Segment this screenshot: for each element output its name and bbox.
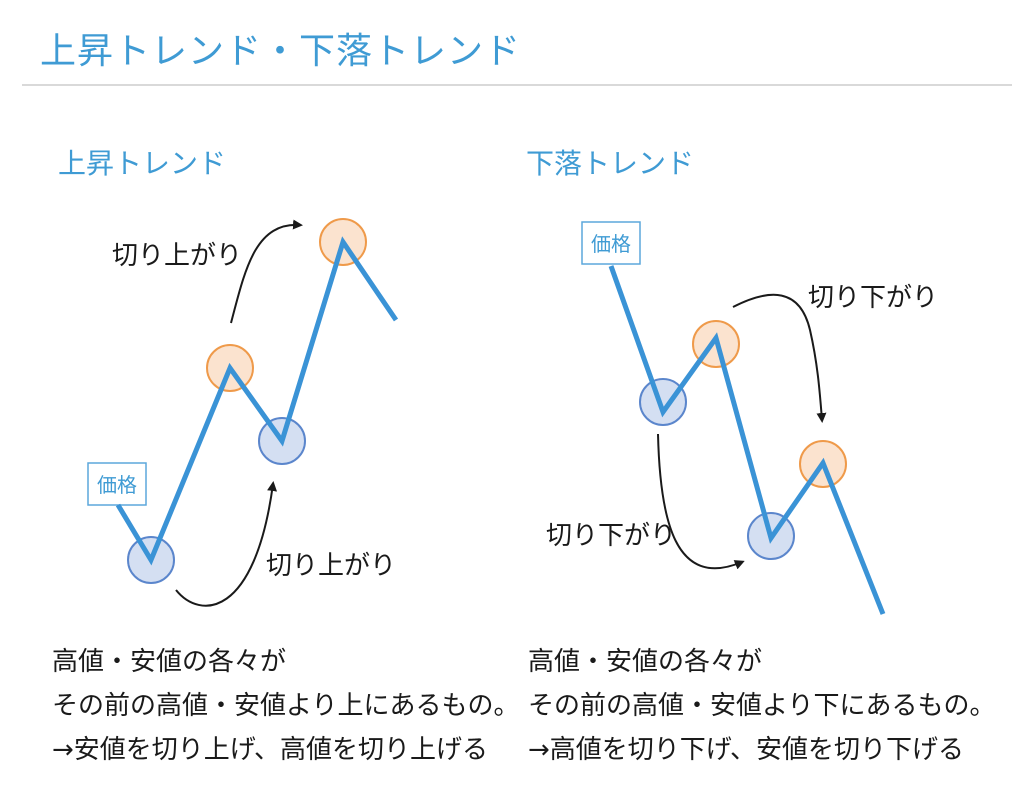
downtrend-arrow-label-bottom: 切り下がり	[546, 521, 676, 551]
uptrend-price-tag: 価格	[97, 473, 137, 497]
downtrend-description-line: →高値を切り下げ、安値を切り下げる	[528, 728, 995, 772]
downtrend-description: 高値・安値の各々が その前の高値・安値より下にあるもの。 →高値を切り下げ、安値…	[528, 640, 995, 772]
uptrend-arrow-bottom	[176, 484, 273, 606]
uptrend-description: 高値・安値の各々が その前の高値・安値より上にあるもの。 →安値を切り上げ、高値…	[52, 640, 519, 772]
uptrend-arrow-label-bottom: 切り上がり	[266, 551, 396, 581]
uptrend-arrow-label-top: 切り上がり	[112, 241, 242, 271]
uptrend-description-line: →安値を切り上げ、高値を切り上げる	[52, 728, 519, 772]
uptrend-description-line: その前の高値・安値より上にあるもの。	[52, 684, 519, 728]
uptrend-arrow-top	[231, 225, 300, 323]
trend-diagram: 価格 切り上がり 切り上がり 価格 切り下がり 切り下がり	[0, 0, 1024, 640]
uptrend-description-line: 高値・安値の各々が	[52, 640, 519, 684]
downtrend-arrow-top	[733, 295, 822, 420]
uptrend-chart: 価格 切り上がり 切り上がり	[88, 219, 396, 606]
downtrend-description-line: 高値・安値の各々が	[528, 640, 995, 684]
downtrend-price-tag: 価格	[591, 232, 631, 256]
downtrend-arrow-label-top: 切り下がり	[808, 283, 938, 313]
downtrend-price-line	[611, 266, 883, 614]
downtrend-description-line: その前の高値・安値より下にあるもの。	[528, 684, 995, 728]
uptrend-price-line	[118, 242, 396, 560]
downtrend-chart: 価格 切り下がり 切り下がり	[546, 222, 938, 614]
